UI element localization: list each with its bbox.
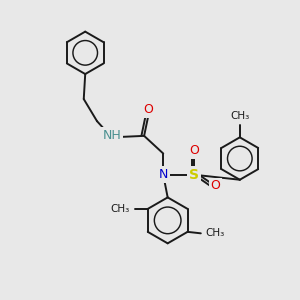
Text: S: S <box>189 168 199 182</box>
Text: O: O <box>189 144 199 157</box>
Text: N: N <box>102 128 111 142</box>
Text: CH₃: CH₃ <box>230 111 249 121</box>
Text: H: H <box>114 130 122 140</box>
Text: O: O <box>144 103 154 116</box>
Text: CH₃: CH₃ <box>205 228 224 238</box>
Text: N: N <box>159 168 168 181</box>
Text: CH₃: CH₃ <box>111 204 130 214</box>
Text: NH: NH <box>102 129 121 142</box>
Text: O: O <box>211 179 220 192</box>
